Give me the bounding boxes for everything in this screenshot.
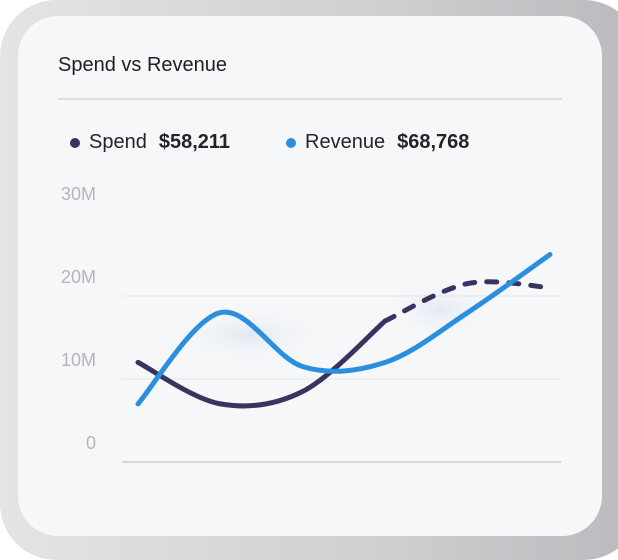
legend-label-revenue: Revenue (305, 131, 386, 153)
legend-item-revenue[interactable]: Revenue $68,768 (286, 131, 469, 154)
y-tick-label: 10M (61, 350, 96, 370)
line-chart: 30M 20M 10M 0 (61, 184, 561, 463)
spend-series-line[interactable] (135, 318, 388, 409)
legend-value-revenue: $68,768 (397, 131, 470, 153)
spend-dot-icon (70, 137, 80, 148)
y-tick-label: 20M (61, 267, 96, 287)
chart-legend: Spend $58,211 Revenue $68,768 (70, 131, 469, 154)
legend-value-spend: $58,211 (158, 131, 231, 153)
legend-label-spend: Spend (89, 131, 147, 153)
card-title: Spend vs Revenue (58, 54, 228, 76)
legend-item-spend[interactable]: Spend $58,211 (70, 131, 230, 154)
chart-card: Spend vs Revenue Spend $58,211 Revenue $… (18, 16, 602, 536)
y-tick-label: 30M (61, 184, 96, 204)
revenue-series-line[interactable] (135, 252, 553, 407)
revenue-dot-icon (286, 137, 297, 148)
spend-forecast-line[interactable] (382, 279, 553, 324)
y-tick-label: 0 (86, 433, 96, 453)
title-divider (58, 98, 562, 100)
